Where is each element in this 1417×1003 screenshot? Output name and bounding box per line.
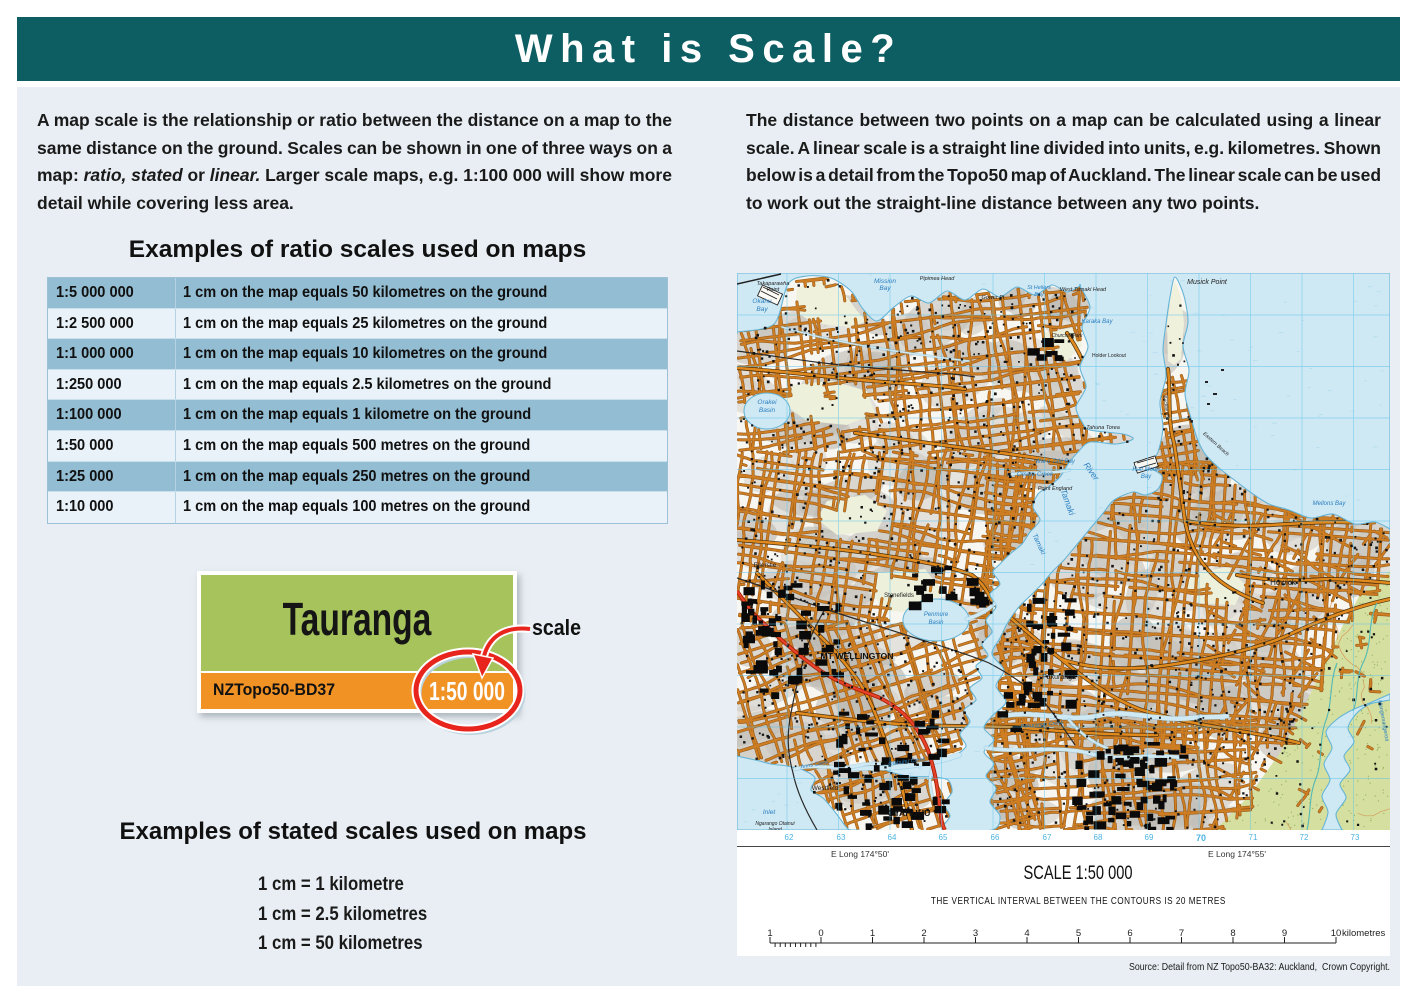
svg-text:Churchill Park: Churchill Park bbox=[1051, 333, 1083, 339]
svg-text:Musick Point: Musick Point bbox=[1187, 279, 1228, 286]
svg-text:Holder Lookout: Holder Lookout bbox=[1092, 353, 1127, 359]
svg-text:2: 2 bbox=[921, 928, 926, 939]
svg-text:Island: Island bbox=[768, 827, 782, 830]
svg-text:Penmure: Penmure bbox=[924, 612, 949, 618]
svg-text:4: 4 bbox=[1024, 928, 1029, 939]
svg-text:10: 10 bbox=[1331, 928, 1342, 939]
svg-text:Basin: Basin bbox=[928, 620, 944, 626]
svg-text:Bay: Bay bbox=[756, 306, 768, 313]
svg-text:7: 7 bbox=[1179, 928, 1184, 939]
svg-text:8: 8 bbox=[1230, 928, 1235, 939]
svg-text:1: 1 bbox=[767, 928, 772, 939]
svg-text:Otahuhu Creek: Otahuhu Creek bbox=[888, 756, 926, 767]
svg-text:Omaru Creek: Omaru Creek bbox=[1017, 472, 1054, 478]
svg-text:Stonefields: Stonefields bbox=[884, 593, 914, 599]
svg-text:5: 5 bbox=[1076, 928, 1081, 939]
svg-text:Gower Pt: Gower Pt bbox=[982, 295, 1005, 301]
svg-text:Orakei: Orakei bbox=[757, 399, 777, 406]
svg-text:Bay: Bay bbox=[1034, 292, 1045, 298]
svg-text:MT WELLINGTON: MT WELLINGTON bbox=[820, 651, 893, 661]
svg-text:Pakuranga: Pakuranga bbox=[1042, 674, 1076, 681]
svg-text:Pakuranga Creek: Pakuranga Creek bbox=[1020, 720, 1063, 730]
svg-text:Tahuna Torea: Tahuna Torea bbox=[1086, 425, 1120, 431]
svg-text:Takaparawha: Takaparawha bbox=[757, 281, 790, 287]
svg-text:Half Moon: Half Moon bbox=[1132, 467, 1160, 473]
svg-text:Karaka Bay: Karaka Bay bbox=[1081, 319, 1113, 325]
svg-text:Pipimea Head: Pipimea Head bbox=[920, 276, 955, 282]
svg-text:Westfield: Westfield bbox=[812, 785, 839, 792]
svg-text:Inlet: Inlet bbox=[763, 809, 776, 816]
svg-text:Bucklands: Bucklands bbox=[1161, 395, 1171, 419]
svg-text:Point: Point bbox=[767, 287, 780, 293]
svg-text:Point England: Point England bbox=[1038, 486, 1073, 492]
svg-text:West Tamaki Head: West Tamaki Head bbox=[1060, 287, 1107, 293]
svg-text:St Heliers: St Heliers bbox=[1027, 285, 1051, 291]
svg-text:6: 6 bbox=[1127, 928, 1132, 939]
svg-text:Ellerslie: Ellerslie bbox=[754, 562, 777, 569]
svg-text:1: 1 bbox=[870, 928, 875, 939]
svg-text:Mellons Bay: Mellons Bay bbox=[1313, 501, 1347, 507]
svg-text:Mission: Mission bbox=[874, 278, 896, 285]
svg-text:Okahu: Okahu bbox=[752, 298, 772, 305]
svg-text:9: 9 bbox=[1282, 928, 1287, 939]
svg-text:Howick: Howick bbox=[1270, 578, 1297, 587]
svg-text:Bay: Bay bbox=[1141, 474, 1152, 480]
svg-text:3: 3 bbox=[973, 928, 978, 939]
svg-text:Bay: Bay bbox=[879, 285, 891, 292]
svg-text:kilometres: kilometres bbox=[1342, 928, 1386, 939]
svg-text:0: 0 bbox=[818, 928, 823, 939]
svg-text:Anns Creek: Anns Creek bbox=[799, 760, 830, 771]
svg-text:OTAHUHU: OTAHUHU bbox=[888, 808, 931, 818]
svg-text:Ngarango Otainui: Ngarango Otainui bbox=[755, 821, 795, 827]
svg-text:Wai o Taki Bay: Wai o Taki Bay bbox=[1035, 459, 1076, 465]
svg-text:Basin: Basin bbox=[759, 407, 776, 414]
